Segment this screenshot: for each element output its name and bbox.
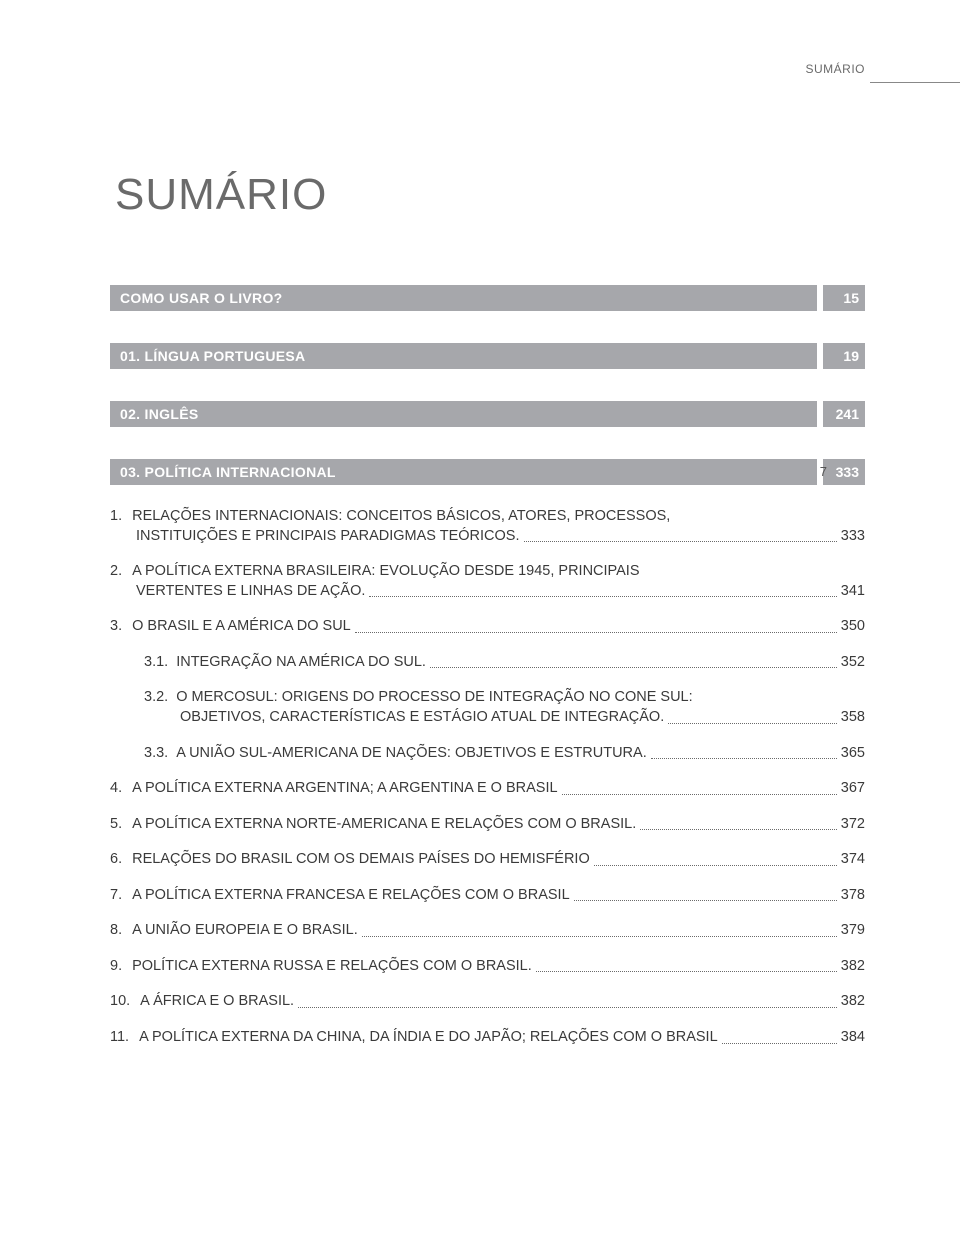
toc-leader xyxy=(562,794,837,795)
toc-number: 4. xyxy=(110,779,132,799)
toc-page: 333 xyxy=(841,527,865,547)
toc-page: 341 xyxy=(841,582,865,602)
toc-number: 8. xyxy=(110,921,132,941)
toc-text: RELAÇÕES DO BRASIL COM OS DEMAIS PAÍSES … xyxy=(132,850,590,870)
toc-number: 3. xyxy=(110,617,132,637)
toc-entry: 8. A UNIÃO EUROPEIA E O BRASIL. 379 xyxy=(110,921,865,941)
band-page: 333 xyxy=(823,459,865,485)
toc-number: 11. xyxy=(110,1028,139,1048)
band-label: COMO USAR O LIVRO? xyxy=(110,285,817,311)
toc-leader xyxy=(298,1007,837,1008)
toc-entry-sub: 3.3. A UNIÃO SUL-AMERICANA DE NAÇÕES: OB… xyxy=(110,744,865,764)
toc-page: 358 xyxy=(841,708,865,728)
band-label: 01. LÍNGUA PORTUGUESA xyxy=(110,343,817,369)
header-rule xyxy=(870,82,960,83)
toc-text: A UNIÃO EUROPEIA E O BRASIL. xyxy=(132,921,358,941)
toc-leader xyxy=(524,541,837,542)
toc-entry: 9. POLÍTICA EXTERNA RUSSA E RELAÇÕES COM… xyxy=(110,957,865,977)
toc-entry: 3. O BRASIL E A AMÉRICA DO SUL 350 xyxy=(110,617,865,637)
toc-list: 1. RELAÇÕES INTERNACIONAIS: CONCEITOS BÁ… xyxy=(110,507,865,1048)
toc-leader xyxy=(651,758,837,759)
toc-page: 372 xyxy=(841,815,865,835)
band-label: 02. INGLÊS xyxy=(110,401,817,427)
toc-page: 379 xyxy=(841,921,865,941)
toc-number: 9. xyxy=(110,957,132,977)
toc-text: A UNIÃO SUL-AMERICANA DE NAÇÕES: OBJETIV… xyxy=(176,744,647,764)
toc-text: POLÍTICA EXTERNA RUSSA E RELAÇÕES COM O … xyxy=(132,957,532,977)
toc-entry: 11. A POLÍTICA EXTERNA DA CHINA, DA ÍNDI… xyxy=(110,1028,865,1048)
toc-number: 6. xyxy=(110,850,132,870)
toc-entry: 6. RELAÇÕES DO BRASIL COM OS DEMAIS PAÍS… xyxy=(110,850,865,870)
band-page: 19 xyxy=(823,343,865,369)
toc-text: A POLÍTICA EXTERNA NORTE-AMERICANA E REL… xyxy=(132,815,636,835)
running-head: SUMÁRIO xyxy=(805,62,865,76)
toc-leader xyxy=(355,632,837,633)
section-band: COMO USAR O LIVRO? 15 xyxy=(110,285,865,311)
margin-page-number: 7 xyxy=(820,464,827,479)
toc-page: 384 xyxy=(841,1028,865,1048)
section-band: 01. LÍNGUA PORTUGUESA 19 xyxy=(110,343,865,369)
toc-page: 382 xyxy=(841,992,865,1012)
toc-page: 382 xyxy=(841,957,865,977)
toc-page: 378 xyxy=(841,886,865,906)
toc-leader xyxy=(430,667,837,668)
toc-page: 367 xyxy=(841,779,865,799)
toc-text: A POLÍTICA EXTERNA FRANCESA E RELAÇÕES C… xyxy=(132,886,570,906)
toc-entry: 5. A POLÍTICA EXTERNA NORTE-AMERICANA E … xyxy=(110,815,865,835)
band-page: 241 xyxy=(823,401,865,427)
section-band: 03. POLÍTICA INTERNACIONAL 333 xyxy=(110,459,865,485)
section-band: 02. INGLÊS 241 xyxy=(110,401,865,427)
toc-leader xyxy=(369,596,836,597)
toc-number: 10. xyxy=(110,992,140,1012)
toc-text: A POLÍTICA EXTERNA ARGENTINA; A ARGENTIN… xyxy=(132,779,557,799)
toc-page: 352 xyxy=(841,653,865,673)
toc-text-line2: VERTENTES E LINHAS DE AÇÃO. xyxy=(136,582,365,602)
toc-text-line2: INSTITUIÇÕES E PRINCIPAIS PARADIGMAS TEÓ… xyxy=(136,527,520,547)
toc-number: 7. xyxy=(110,886,132,906)
section-band-group: 03. POLÍTICA INTERNACIONAL 333 7 xyxy=(110,459,865,485)
page-title: SUMÁRIO xyxy=(115,170,865,220)
toc-leader xyxy=(668,723,837,724)
toc-text-line1: A POLÍTICA EXTERNA BRASILEIRA: EVOLUÇÃO … xyxy=(132,562,639,582)
band-label: 03. POLÍTICA INTERNACIONAL xyxy=(110,459,817,485)
page-container: SUMÁRIO SUMÁRIO COMO USAR O LIVRO? 15 01… xyxy=(0,0,960,1104)
toc-entry: 4. A POLÍTICA EXTERNA ARGENTINA; A ARGEN… xyxy=(110,779,865,799)
band-page: 15 xyxy=(823,285,865,311)
toc-text: A POLÍTICA EXTERNA DA CHINA, DA ÍNDIA E … xyxy=(139,1028,718,1048)
toc-leader xyxy=(574,900,837,901)
toc-number: 3.3. xyxy=(144,744,176,764)
toc-leader xyxy=(722,1043,837,1044)
toc-page: 374 xyxy=(841,850,865,870)
toc-page: 365 xyxy=(841,744,865,764)
toc-leader xyxy=(594,865,837,866)
toc-number: 3.1. xyxy=(144,653,176,673)
toc-text-line2: OBJETIVOS, CARACTERÍSTICAS E ESTÁGIO ATU… xyxy=(180,708,664,728)
toc-entry: 2. A POLÍTICA EXTERNA BRASILEIRA: EVOLUÇ… xyxy=(110,562,865,601)
toc-number: 2. xyxy=(110,562,132,582)
toc-number: 1. xyxy=(110,507,132,527)
toc-leader xyxy=(362,936,837,937)
toc-number: 5. xyxy=(110,815,132,835)
toc-entry: 1. RELAÇÕES INTERNACIONAIS: CONCEITOS BÁ… xyxy=(110,507,865,546)
toc-leader xyxy=(536,971,837,972)
toc-entry-sub: 3.2. O MERCOSUL: ORIGENS DO PROCESSO DE … xyxy=(110,688,865,727)
toc-text-line1: O MERCOSUL: ORIGENS DO PROCESSO DE INTEG… xyxy=(176,688,692,708)
toc-leader xyxy=(640,829,837,830)
toc-entry: 7. A POLÍTICA EXTERNA FRANCESA E RELAÇÕE… xyxy=(110,886,865,906)
toc-text: O BRASIL E A AMÉRICA DO SUL xyxy=(132,617,351,637)
toc-number: 3.2. xyxy=(144,688,176,708)
toc-entry: 10. A ÁFRICA E O BRASIL. 382 xyxy=(110,992,865,1012)
toc-page: 350 xyxy=(841,617,865,637)
toc-text: INTEGRAÇÃO NA AMÉRICA DO SUL. xyxy=(176,653,426,673)
toc-text: A ÁFRICA E O BRASIL. xyxy=(140,992,294,1012)
toc-text-line1: RELAÇÕES INTERNACIONAIS: CONCEITOS BÁSIC… xyxy=(132,507,670,527)
toc-entry-sub: 3.1. INTEGRAÇÃO NA AMÉRICA DO SUL. 352 xyxy=(110,653,865,673)
